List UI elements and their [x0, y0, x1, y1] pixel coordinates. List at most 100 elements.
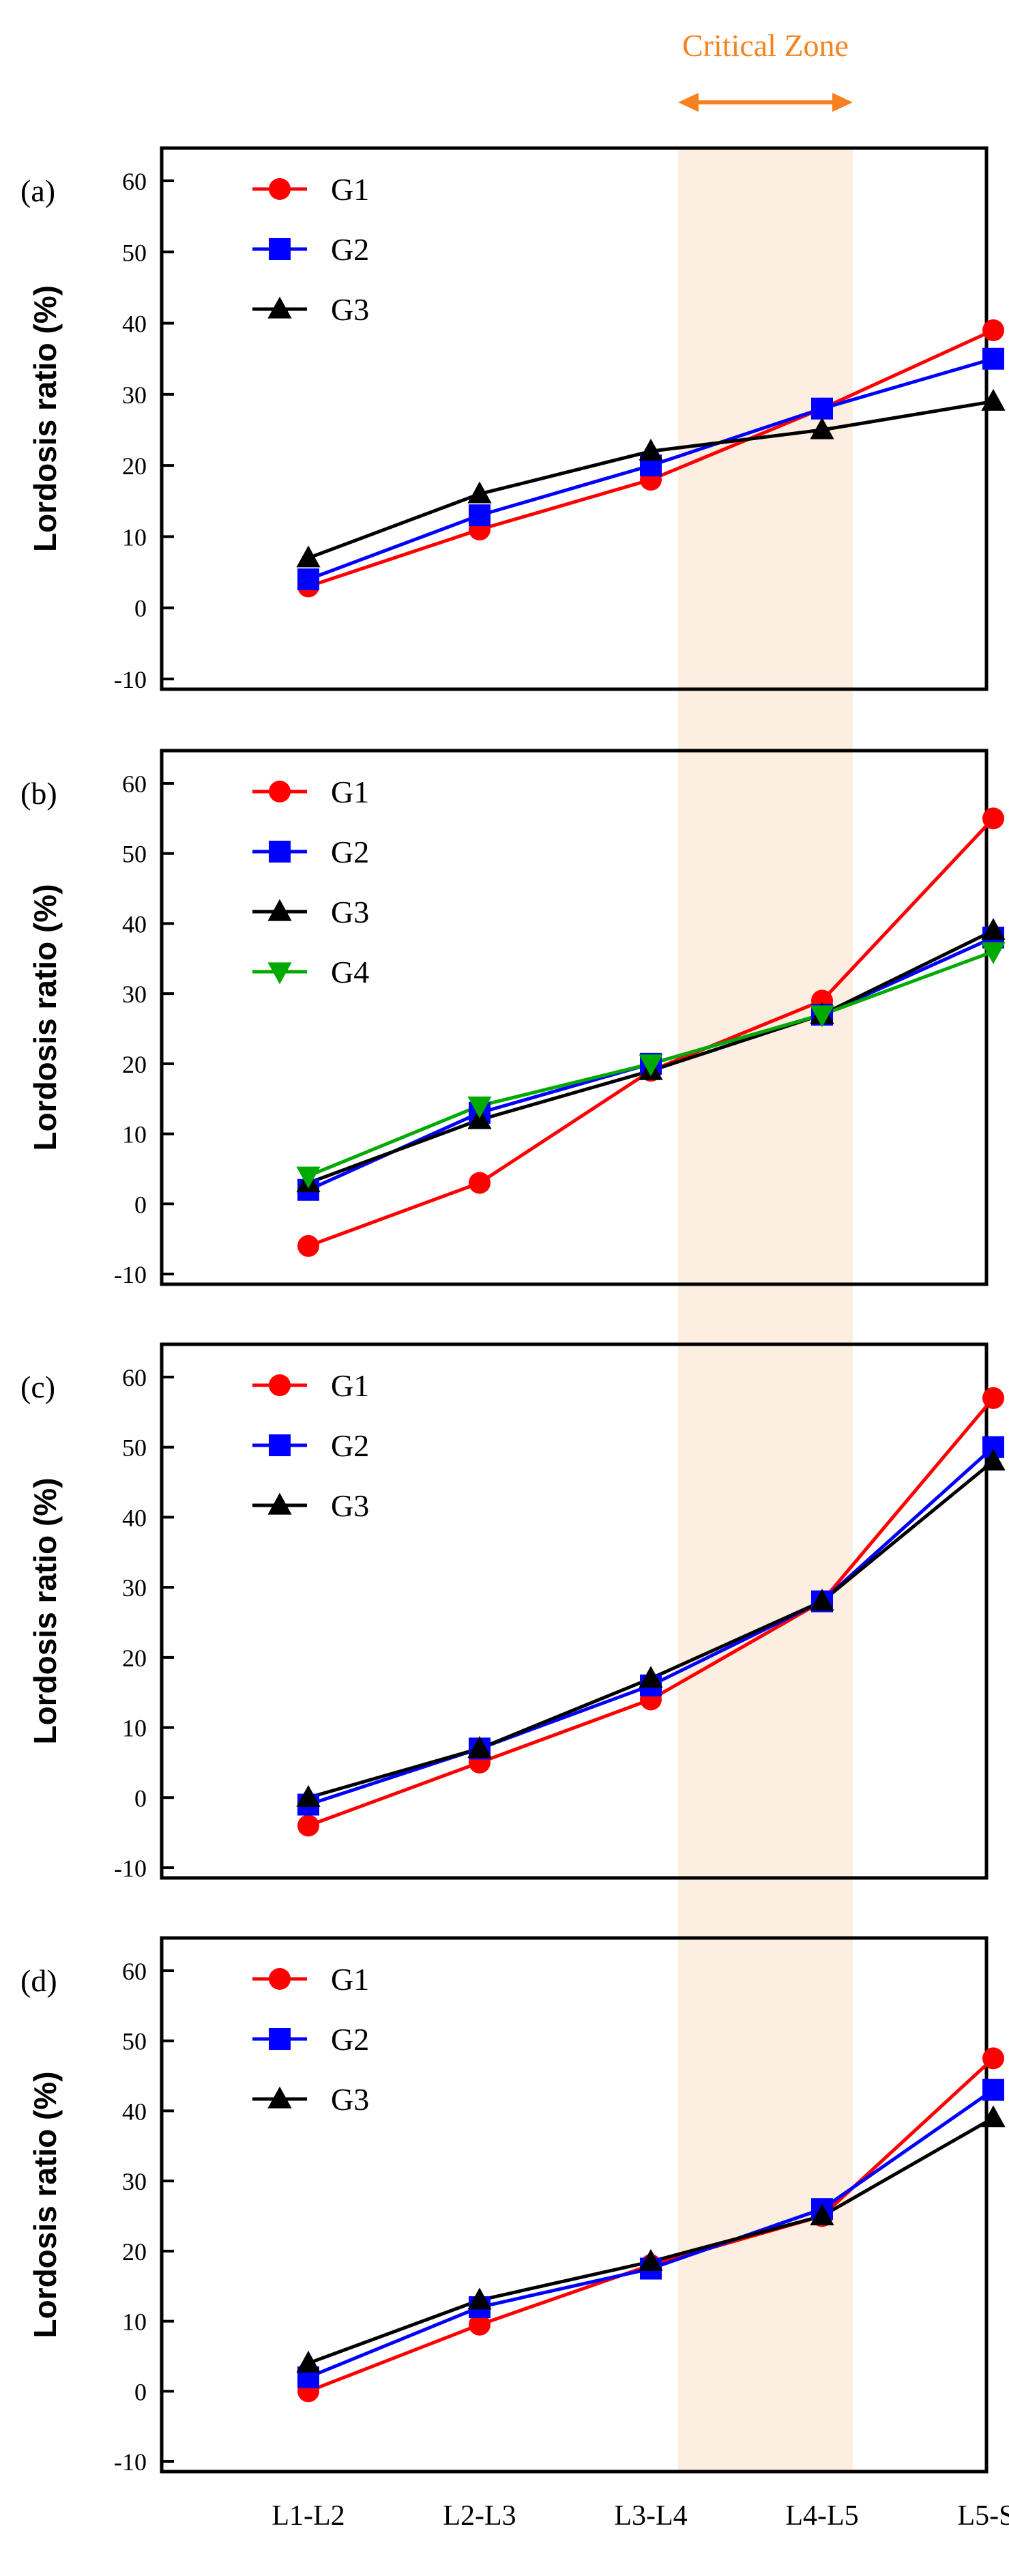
panel-c-ytick-label: 50	[122, 1434, 147, 1462]
panel-c-legend-G3: G3	[252, 1488, 369, 1523]
panel-b-series-G1-point	[297, 1234, 319, 1257]
panel-d-series-G3-point	[639, 2248, 663, 2271]
panel-d-series-G2-point	[982, 2079, 1004, 2101]
panel-d-legend-G2: G2	[252, 2022, 369, 2057]
panel-a-ytick-label: 60	[122, 168, 147, 195]
panel-b-ytick-label: 40	[122, 910, 147, 938]
panel-c-ytick-label: 60	[122, 1364, 147, 1391]
panel-d-legend-G3: G3	[252, 2082, 369, 2117]
panel-d-series-G3-point	[981, 2105, 1006, 2128]
panel-d-legend-G3-marker	[267, 2086, 292, 2109]
panel-d-series-G3-point	[810, 2203, 834, 2226]
xtick-label: L2-L3	[443, 2500, 516, 2532]
panel-a-legend-G3-marker	[267, 296, 292, 319]
panel-c-ytick-label: 0	[134, 1784, 147, 1812]
panel-a-ytick-label: 30	[122, 381, 147, 409]
panel-b-legend-G2: G2	[252, 835, 369, 869]
panel-a-series-G2-point	[469, 504, 491, 527]
panel-c-label: (c)	[20, 1370, 55, 1404]
panel-d-series-G3-point	[296, 2350, 321, 2373]
panel-c-ytick-label: 20	[122, 1645, 147, 1672]
panel-d-legend-G2-label: G2	[331, 2022, 369, 2057]
panel-a-ytick-label: 0	[134, 595, 147, 622]
panel-b-series-G1-line	[308, 817, 995, 1248]
panel-b-series-G4-point	[467, 1096, 492, 1118]
panel-c-series-G3-point	[467, 1735, 492, 1758]
panel-b-ytick-label: 10	[122, 1121, 147, 1148]
panel-d-legend-G2-marker	[269, 2028, 291, 2050]
panel-b-legend-G4-label: G4	[331, 955, 369, 989]
panel-b-label: (b)	[20, 776, 57, 811]
panel-a-ytick-label: 50	[122, 239, 147, 266]
panel-a-legend-G2-marker	[269, 238, 291, 260]
xtick-label: L4-L5	[785, 2500, 858, 2532]
panel-a-ytick-label: 40	[122, 310, 147, 338]
panel-a-ytick-label: -10	[114, 666, 147, 693]
panel-b-legend-G2-label: G2	[331, 835, 369, 869]
panel-a-legend-G3: G3	[252, 292, 369, 327]
panel-b-ytick-label: 50	[122, 841, 147, 868]
panel-c-ytick-label: -10	[114, 1855, 147, 1882]
panel-a: -10 0 10 20 30 40 50 60 (a) Lordosis ratio (%) G1 G…	[20, 146, 1006, 693]
xtick-label: L1-L2	[272, 2500, 345, 2532]
panel-b: -10 0 10 20 30 40 50 60 (b) Lordosis ratio (%) G1 G…	[20, 749, 1006, 1288]
xtick-label: L5-S1	[958, 2500, 1009, 2532]
panel-c-legend-G1-marker	[269, 1374, 291, 1396]
panel-b-ytick-label: 0	[134, 1191, 147, 1218]
panel-d-frame	[160, 1936, 989, 2474]
panel-c-legend-G3-label: G3	[331, 1488, 369, 1523]
panel-c-legend-G2-label: G2	[331, 1428, 369, 1463]
panel-b-series-G1-point	[469, 1172, 491, 1194]
panel-d-label: (d)	[20, 1963, 57, 1998]
panel-a-legend-G3-label: G3	[331, 292, 369, 327]
panel-a-ylabel: Lordosis ratio (%)	[27, 285, 63, 552]
panel-d-ytick-label: 50	[122, 2028, 147, 2055]
panel-c-legend-G2: G2	[252, 1428, 369, 1463]
panel-d-legend-G3-label: G3	[331, 2082, 369, 2117]
panel-a-series-G2-point	[811, 397, 833, 420]
panel-a-series-G3-point	[296, 545, 321, 568]
shared-x-axis: L1-L2 L2-L3 L3-L4 L4-L5 L5-S1	[272, 2500, 1009, 2532]
panel-c-frame	[160, 1342, 989, 1880]
panel-d-ylabel: Lordosis ratio (%)	[27, 2071, 63, 2338]
panel-c-series-G1-line	[308, 1397, 995, 1827]
panel-b-series-G1-point	[982, 807, 1004, 830]
panel-d-ytick-label: 40	[122, 2098, 147, 2125]
panel-b-ytick-label: 30	[122, 981, 147, 1008]
panel-b-legend-G2-marker	[269, 841, 291, 863]
xtick-label: L3-L4	[614, 2500, 687, 2532]
panel-b-series-G4-point	[981, 942, 1006, 964]
panel-d-series-G1-point	[982, 2047, 1004, 2070]
panel-a-series-G3-point	[639, 438, 663, 461]
panel-c-series-G3-point	[639, 1666, 663, 1688]
panel-b-series-G4-point	[296, 1166, 321, 1189]
panel-b-frame	[160, 749, 989, 1286]
panel-d-series-G3-point	[467, 2287, 492, 2310]
panel-d-ytick-label: 0	[134, 2378, 147, 2405]
panel-a-legend-G2: G2	[252, 232, 369, 267]
panel-b-ytick-label: 20	[122, 1051, 147, 1078]
panel-c-ytick-label: 40	[122, 1504, 147, 1531]
panel-c-series-G1-point	[297, 1814, 319, 1837]
panel-a-legend-G1: G1	[252, 172, 369, 207]
panel-c-series-G1-point	[982, 1387, 1004, 1409]
panel-b-legend-G4-marker	[267, 962, 292, 985]
panel-d-ytick-label: -10	[114, 2448, 147, 2476]
panel-b-legend-G3: G3	[252, 895, 369, 929]
panel-b-ylabel: Lordosis ratio (%)	[27, 884, 63, 1150]
panel-a-legend-G2-label: G2	[331, 232, 369, 267]
critical-zone-label: Critical Zone	[682, 28, 849, 63]
panel-d: -10 0 10 20 30 40 50 60 (d) Lordosis ratio (%) G1 G…	[20, 1936, 1006, 2476]
panel-a-series-G3-point	[810, 417, 834, 439]
panel-a-legend-G1-marker	[269, 178, 291, 200]
panel-b-series-G4-point	[810, 1005, 834, 1028]
panel-c-series-G3-point	[981, 1448, 1006, 1471]
panel-b-legend-G4: G4	[252, 955, 369, 989]
panel-a-frame	[160, 146, 989, 691]
panel-c-legend-G3-marker	[267, 1492, 292, 1515]
panel-b-legend-G3-marker	[267, 899, 292, 921]
panel-c-series-G2-line	[308, 1445, 995, 1806]
critical-zone-band	[678, 148, 853, 2472]
panel-a-ytick-label: 20	[122, 452, 147, 480]
